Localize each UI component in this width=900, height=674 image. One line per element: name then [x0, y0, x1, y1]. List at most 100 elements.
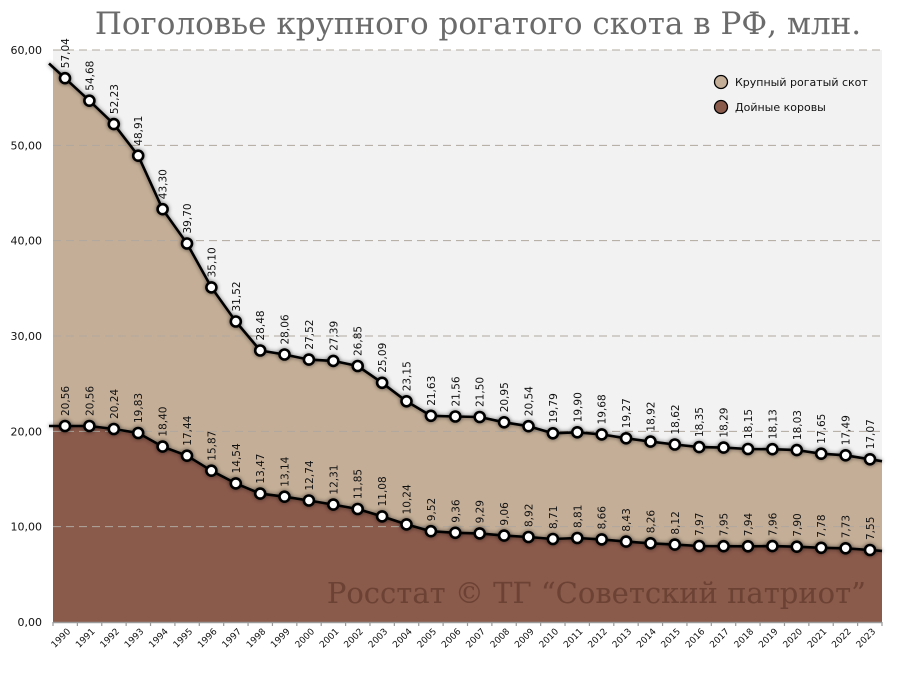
data-label: 8,66 — [597, 506, 609, 530]
data-label: 23,15 — [402, 361, 414, 391]
x-tick-label: 2023 — [855, 627, 878, 650]
data-point — [717, 441, 730, 454]
data-label: 19,79 — [548, 393, 560, 423]
data-label: 13,14 — [280, 456, 292, 486]
data-label: 28,06 — [280, 314, 292, 344]
data-point — [83, 419, 96, 433]
data-label: 19,83 — [133, 393, 145, 423]
legend-swatch-cattle — [713, 74, 729, 90]
data-label: 7,90 — [792, 513, 804, 536]
x-tick-label: 2020 — [782, 627, 805, 650]
data-point — [522, 419, 535, 433]
data-point — [107, 117, 121, 131]
data-point — [326, 354, 340, 368]
data-label: 8,71 — [548, 506, 560, 529]
data-label: 54,68 — [84, 61, 96, 91]
data-label: 12,31 — [328, 465, 340, 495]
data-point — [448, 410, 462, 423]
x-tick-label: 1994 — [147, 627, 170, 650]
y-tick-label: 10,00 — [11, 521, 43, 534]
data-label: 7,97 — [694, 513, 706, 536]
x-tick-label: 1996 — [196, 627, 219, 650]
data-label: 25,09 — [377, 343, 389, 373]
data-label: 14,54 — [231, 443, 243, 473]
data-label: 15,87 — [206, 431, 218, 461]
data-label: 9,29 — [475, 500, 487, 523]
data-label: 7,96 — [767, 512, 779, 536]
data-point — [570, 531, 584, 545]
data-label: 19,27 — [621, 398, 633, 428]
data-label: 11,85 — [353, 469, 365, 499]
data-point — [619, 431, 633, 445]
data-label: 18,62 — [670, 404, 682, 434]
data-point — [131, 426, 145, 440]
y-tick-label: 60,00 — [11, 44, 43, 57]
x-tick-label: 2021 — [806, 627, 829, 650]
x-tick-label: 2018 — [733, 627, 756, 650]
y-tick-label: 50,00 — [11, 139, 43, 152]
data-label: 20,54 — [524, 386, 536, 416]
data-label: 8,81 — [572, 505, 584, 528]
data-point — [107, 422, 121, 436]
x-tick-label: 1999 — [269, 627, 292, 650]
data-point — [790, 540, 804, 554]
legend-swatch-dairy-cows — [713, 99, 729, 115]
data-label: 18,13 — [767, 409, 779, 439]
data-point — [692, 539, 706, 553]
data-point — [253, 487, 267, 500]
data-point — [58, 419, 72, 433]
data-point — [766, 539, 779, 553]
data-point — [253, 344, 267, 357]
data-point — [473, 410, 487, 424]
data-point — [278, 490, 291, 504]
data-point — [522, 530, 535, 544]
data-point — [497, 529, 511, 542]
data-labels: 57,04 54,68 52,23 48,91 43,30 39,70 35,10 31,52… — [60, 38, 877, 540]
data-label: 21,56 — [450, 376, 462, 406]
data-point — [766, 442, 779, 456]
watermark: Росстат © ТГ “Советский патриот” — [327, 576, 866, 610]
data-label: 35,10 — [206, 247, 218, 277]
data-point — [644, 435, 657, 448]
legend-label-cattle: Крупный рогатый скот — [735, 76, 868, 89]
data-label: 20,56 — [60, 386, 72, 416]
data-label: 11,08 — [377, 476, 389, 506]
y-tick-label: 0,00 — [18, 616, 43, 629]
x-tick-label: 2000 — [294, 627, 317, 650]
data-point — [400, 518, 413, 531]
data-label: 8,92 — [524, 504, 536, 527]
area-dairy-cows — [53, 426, 882, 622]
data-point — [180, 237, 194, 250]
data-label: 18,35 — [694, 407, 706, 437]
data-point — [375, 376, 389, 390]
data-point — [570, 425, 584, 439]
y-tick-label: 30,00 — [11, 330, 43, 343]
data-point — [692, 440, 706, 454]
x-tick-label: 1995 — [172, 627, 195, 650]
data-label: 9,36 — [450, 499, 462, 523]
data-point — [229, 315, 243, 328]
data-point — [205, 281, 218, 294]
x-tick-label: 2005 — [416, 627, 439, 650]
data-label: 17,44 — [182, 415, 194, 445]
data-point — [619, 535, 633, 548]
x-tick-label: 2007 — [465, 627, 488, 650]
data-label: 26,85 — [353, 326, 365, 356]
area-cattle — [53, 67, 882, 622]
data-point — [814, 447, 828, 461]
x-tick-label: 1990 — [50, 627, 73, 650]
data-point — [424, 409, 438, 423]
data-point — [497, 415, 511, 429]
data-label: 18,15 — [743, 409, 755, 439]
data-label: 20,24 — [109, 389, 121, 419]
data-label: 18,03 — [792, 410, 804, 440]
data-point — [351, 502, 365, 516]
data-point — [278, 348, 291, 361]
data-point — [424, 524, 438, 538]
data-label: 17,49 — [841, 415, 853, 445]
data-label: 52,23 — [109, 84, 121, 114]
data-point — [668, 538, 682, 551]
x-tick-label: 2017 — [708, 627, 731, 650]
data-point — [790, 443, 804, 457]
data-point — [668, 438, 682, 451]
